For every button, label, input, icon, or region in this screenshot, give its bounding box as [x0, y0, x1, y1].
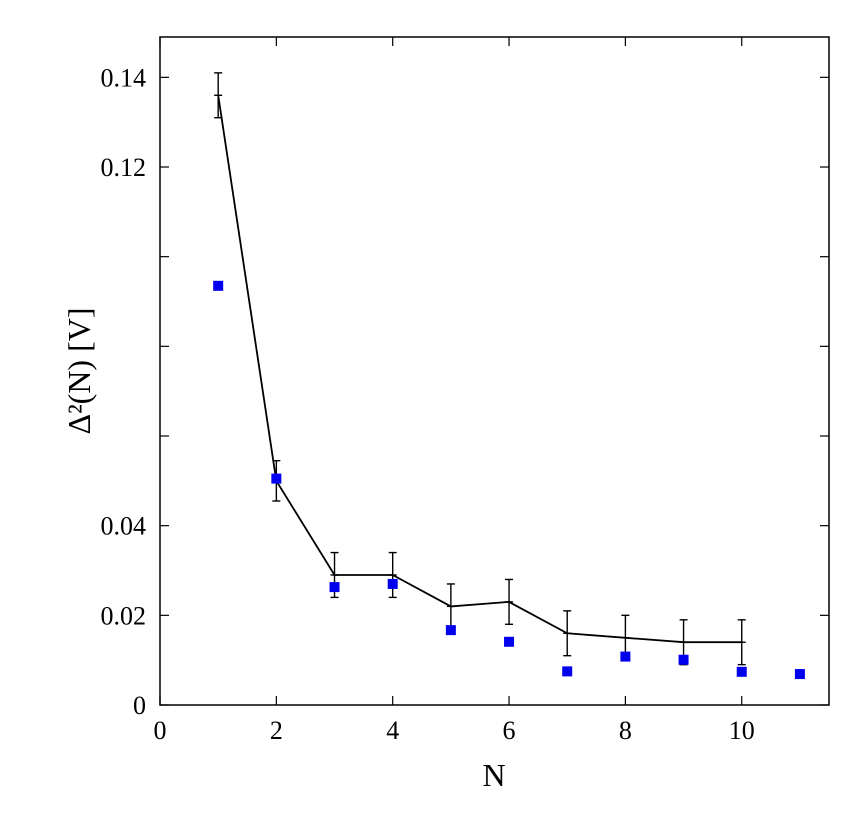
y-tick-label: 0.12 [101, 153, 147, 182]
y-tick-label: 0.14 [101, 63, 147, 92]
data-point [271, 473, 282, 484]
x-tick-label: 2 [270, 716, 283, 745]
x-tick-label: 4 [386, 716, 399, 745]
data-point [213, 280, 224, 291]
data-point [504, 636, 515, 647]
line-series [214, 72, 746, 666]
x-axis-ticks: 0 2 4 6 8 10 [154, 37, 755, 745]
y-tick-label: 0.02 [101, 601, 147, 630]
x-tick-label: 6 [503, 716, 516, 745]
x-tick-label: 10 [729, 716, 755, 745]
x-tick-label: 8 [619, 716, 632, 745]
data-point [736, 666, 747, 677]
data-point [445, 625, 456, 636]
x-axis-label: N [482, 757, 505, 793]
y-axis-ticks: 0 0.02 0.04 0.12 0.14 [101, 63, 829, 720]
data-point [562, 666, 573, 677]
data-point [678, 654, 689, 665]
x-tick-label: 0 [154, 716, 167, 745]
plot-frame [159, 36, 830, 706]
data-point [387, 578, 398, 589]
data-point [329, 582, 340, 593]
data-point [620, 651, 631, 662]
y-tick-label: 0.04 [101, 512, 147, 541]
y-tick-label: 0 [133, 691, 146, 720]
marker-series [213, 280, 805, 680]
data-point [794, 669, 805, 680]
y-axis-label: Δ²(N) [V] [61, 307, 97, 434]
series-line [217, 95, 742, 644]
